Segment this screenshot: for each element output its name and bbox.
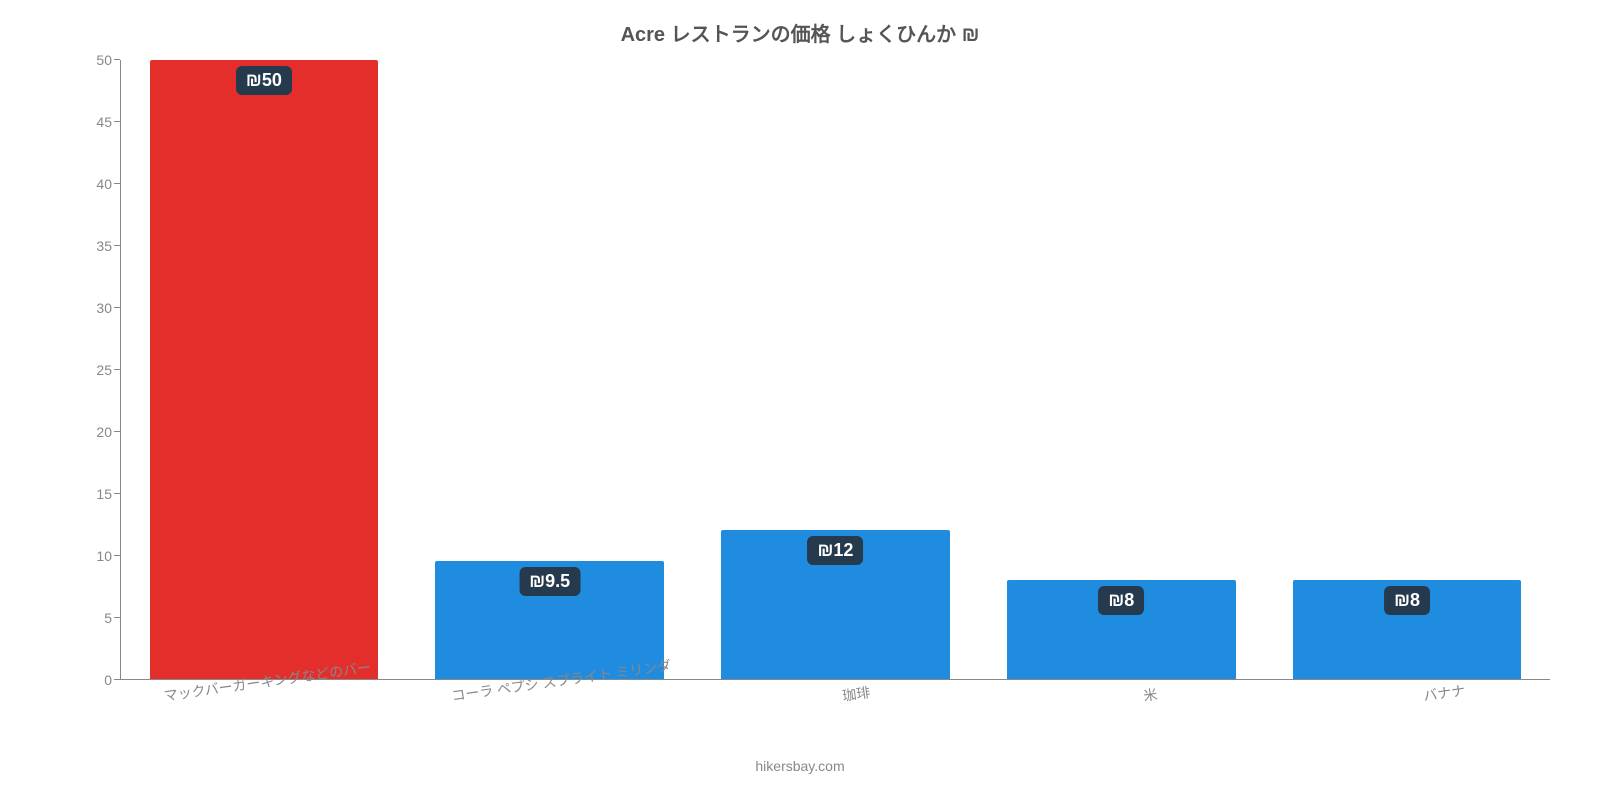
x-tick-label: 米 bbox=[1142, 684, 1159, 706]
y-tick-label: 50 bbox=[96, 52, 112, 68]
bar: ₪8 bbox=[1293, 580, 1522, 679]
bar-value-label: ₪8 bbox=[1384, 586, 1430, 615]
bar-value-label: ₪8 bbox=[1098, 586, 1144, 615]
y-tick-label: 40 bbox=[96, 176, 112, 192]
y-axis: 05101520253035404550 bbox=[80, 60, 120, 680]
bar-value-label: ₪12 bbox=[808, 536, 864, 565]
bar-slot: ₪50 bbox=[121, 60, 407, 679]
y-tick-label: 20 bbox=[96, 424, 112, 440]
y-tick-label: 30 bbox=[96, 300, 112, 316]
bar-slot: ₪8 bbox=[1264, 60, 1550, 679]
x-tick-label: 珈琲 bbox=[841, 682, 872, 706]
bar-value-label: ₪50 bbox=[236, 66, 292, 95]
y-tick-label: 0 bbox=[104, 672, 112, 688]
y-tick-label: 15 bbox=[96, 486, 112, 502]
y-tick-label: 35 bbox=[96, 238, 112, 254]
chart-credit: hikersbay.com bbox=[755, 758, 844, 774]
y-tick-label: 45 bbox=[96, 114, 112, 130]
y-tick-label: 10 bbox=[96, 548, 112, 564]
bar-slot: ₪8 bbox=[978, 60, 1264, 679]
y-tick-label: 25 bbox=[96, 362, 112, 378]
bar: ₪12 bbox=[721, 530, 950, 679]
bar-slot: ₪9.5 bbox=[407, 60, 693, 679]
chart-title: Acre レストランの価格 しょくひんか ₪ bbox=[0, 0, 1600, 47]
x-tick-label: バナナ bbox=[1422, 680, 1466, 706]
bar: ₪50 bbox=[150, 60, 379, 679]
bar: ₪8 bbox=[1007, 580, 1236, 679]
bar-slot: ₪12 bbox=[693, 60, 979, 679]
chart-plot: 05101520253035404550 ₪50₪9.5₪12₪8₪8 bbox=[80, 60, 1550, 680]
plot-area: ₪50 ₪9.5 ₪12 ₪8 ₪8 bbox=[120, 60, 1550, 680]
bar-value-label: ₪9.5 bbox=[519, 567, 580, 596]
y-tick-label: 5 bbox=[104, 610, 112, 626]
